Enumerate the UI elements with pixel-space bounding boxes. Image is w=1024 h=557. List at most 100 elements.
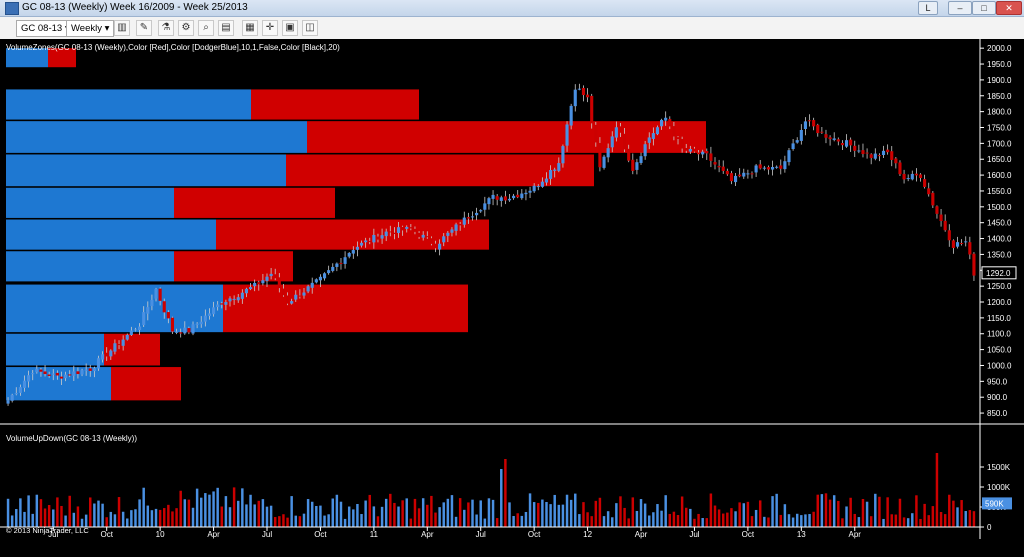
volume-bar xyxy=(417,508,421,527)
time-axis[interactable]: Jul Oct 10 Apr Jul Oct 11 Apr Jul Oct 12 Apr Jul Oct 1… xyxy=(48,527,861,539)
volume-bar xyxy=(52,509,55,527)
volume-bar xyxy=(19,498,22,527)
candle-up xyxy=(565,124,569,146)
price-tick-label: 1500.0 xyxy=(987,203,1012,212)
volume-bar xyxy=(504,459,507,527)
data-box-icon[interactable]: ▦ xyxy=(242,20,258,36)
candle-up xyxy=(754,165,758,173)
candle-up xyxy=(314,279,318,283)
candle-up xyxy=(557,163,561,171)
candle-down xyxy=(972,253,976,276)
candle-down xyxy=(968,242,972,255)
volume-bar xyxy=(76,506,80,527)
volume-bar xyxy=(134,509,137,527)
time-tick-label: Jul xyxy=(689,530,699,539)
candle-down xyxy=(88,368,92,371)
zoom-icon[interactable]: ⌕ xyxy=(198,20,214,36)
candle-down xyxy=(812,120,816,127)
strategy-icon[interactable]: ⚙ xyxy=(178,20,194,36)
time-tick-label: Jul xyxy=(48,530,58,539)
volume-bar xyxy=(689,508,692,527)
candle-up xyxy=(396,227,401,233)
candle-down xyxy=(939,214,943,222)
candle-down xyxy=(713,162,717,165)
crosshair-icon[interactable]: ✛ xyxy=(262,20,278,36)
volume-bar xyxy=(528,493,532,527)
maximize-icon[interactable]: □ xyxy=(972,1,996,15)
candle-up xyxy=(310,282,314,288)
candle-down xyxy=(429,238,433,244)
candle-down xyxy=(458,223,462,226)
period-selector[interactable]: Weekly ▾ xyxy=(66,20,115,37)
volume-bar xyxy=(816,494,819,527)
volume-bar xyxy=(919,518,922,527)
candle-up xyxy=(775,166,779,168)
candle-down xyxy=(676,137,680,139)
price-axis[interactable]: 850.0 900.0 950.0 1000.0 1050.0 1100.0 1150.0 1… xyxy=(980,44,1017,418)
candle-up xyxy=(762,167,766,169)
candle-up xyxy=(322,273,327,279)
candle-up xyxy=(195,323,199,325)
price-tick-label: 1250.0 xyxy=(987,282,1012,291)
volume-bar xyxy=(874,493,877,527)
candles-layer xyxy=(6,83,976,406)
volume-bar xyxy=(586,512,589,527)
volume-bar xyxy=(212,491,215,527)
volume-bar xyxy=(64,515,67,527)
price-tick-label: 1350.0 xyxy=(987,250,1012,259)
volume-bar xyxy=(635,510,639,527)
candle-up xyxy=(138,326,142,331)
candle-up xyxy=(540,181,544,187)
candle-down xyxy=(598,142,602,168)
chart-area[interactable]: 850.0 900.0 950.0 1000.0 1050.0 1100.0 1150.0 1… xyxy=(0,39,1024,539)
price-tick-label: 1950.0 xyxy=(987,60,1012,69)
candle-up xyxy=(643,144,647,157)
volume-bar xyxy=(713,505,717,527)
volume-bar xyxy=(27,495,30,527)
volume-bar xyxy=(426,504,429,527)
volume-bar xyxy=(730,508,733,527)
candle-up xyxy=(80,370,84,375)
price-tick-label: 1700.0 xyxy=(987,139,1012,148)
properties-icon[interactable]: ▤ xyxy=(218,20,234,36)
bar-type-icon[interactable]: ▥ xyxy=(114,20,130,36)
candle-up xyxy=(602,156,606,168)
volume-bar xyxy=(479,500,482,527)
volume-bar xyxy=(602,516,606,527)
candle-down xyxy=(277,277,281,289)
volume-bar xyxy=(216,487,219,527)
volume-bar xyxy=(911,513,914,527)
volume-bar xyxy=(23,511,26,527)
window-linking-icon[interactable]: ◫ xyxy=(302,20,318,36)
volume-bar xyxy=(500,469,503,527)
candle-down xyxy=(861,150,865,155)
volume-bar xyxy=(627,518,630,527)
minimize-icon[interactable]: – xyxy=(948,1,972,15)
indicator-icon[interactable]: ⚗ xyxy=(158,20,174,36)
app-icon xyxy=(5,2,19,15)
candle-down xyxy=(853,145,857,151)
candle-up xyxy=(664,117,668,121)
candle-up xyxy=(857,150,861,152)
candle-down xyxy=(692,148,697,152)
volume-zone-up-bar xyxy=(6,48,48,68)
volume-bar xyxy=(680,496,684,527)
candle-down xyxy=(433,243,438,249)
chart-trader-icon[interactable]: ▣ xyxy=(282,20,298,36)
candle-down xyxy=(898,162,902,175)
volume-axis[interactable]: 0500K1000K1500K590K xyxy=(980,463,1012,532)
link-button[interactable]: L xyxy=(918,1,938,15)
volume-bar xyxy=(561,504,565,527)
volume-tick-label: 0 xyxy=(987,523,992,532)
close-icon[interactable]: ✕ xyxy=(996,1,1022,15)
volume-bar xyxy=(261,499,265,527)
drawing-pencil-icon[interactable]: ✎ xyxy=(136,20,152,36)
candle-up xyxy=(639,156,643,163)
volume-zone-down-bar xyxy=(174,251,293,282)
volume-bar xyxy=(442,502,445,527)
candle-up xyxy=(795,140,799,143)
time-tick-label: 13 xyxy=(797,530,806,539)
candle-up xyxy=(569,105,573,126)
axes-layer xyxy=(0,39,1024,539)
volume-bar xyxy=(109,511,113,527)
